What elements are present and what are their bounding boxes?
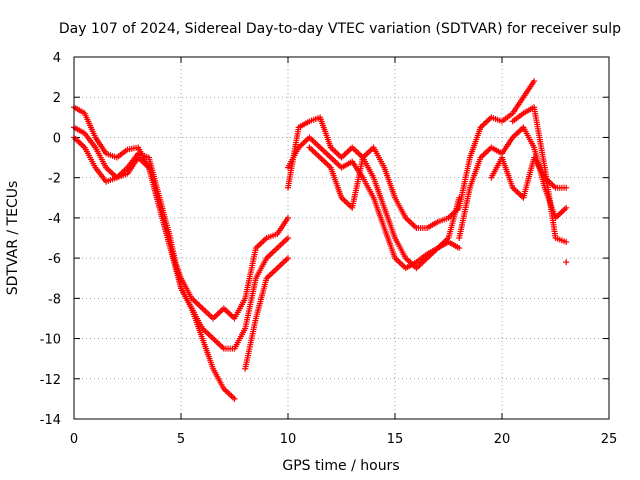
data-marker [285,255,291,262]
data-marker [231,395,238,402]
y-tick-label: 4 [53,51,61,66]
x-tick-label: 0 [70,432,78,447]
y-tick-label: -4 [48,212,61,227]
plot-frame [73,56,610,420]
series-track-9 [488,154,570,201]
data-marker [285,235,291,241]
x-tick-label: 5 [177,432,185,447]
data-marker [456,245,463,252]
series-track-10 [509,104,570,246]
data-marker [563,204,570,211]
x-tick-label: 25 [601,432,618,447]
y-tick-label: -12 [40,373,61,388]
y-tick-label: -2 [48,172,61,187]
series-track-4 [242,255,291,372]
series-track-11 [563,259,570,266]
data-marker [563,184,570,191]
y-tick-label: -6 [48,252,61,267]
x-tick-label: 20 [494,432,511,447]
data-markers [71,78,570,402]
y-tick-label: -14 [40,413,61,428]
y-tick-label: 2 [53,91,61,106]
data-marker [285,214,291,221]
x-axis-label: GPS time / hours [282,458,399,474]
y-tick-label: -10 [40,333,61,348]
x-tick-label: 10 [280,432,297,447]
series-track-3 [71,134,238,402]
data-marker [563,259,570,266]
y-axis-label: SDTVAR / TECUs [5,181,21,296]
chart-title: Day 107 of 2024, Sidereal Day-to-day VTE… [59,21,621,37]
axis-ticks: 420-2-4-6-8-10-12-140 5 10 15 20 25 [40,51,618,447]
data-marker [563,239,570,246]
series-track-6 [285,134,463,272]
y-tick-label: 0 [53,131,61,146]
data-marker [531,78,538,85]
y-tick-label: -8 [48,292,61,307]
series-track-7 [306,78,538,231]
x-tick-label: 15 [387,432,404,447]
